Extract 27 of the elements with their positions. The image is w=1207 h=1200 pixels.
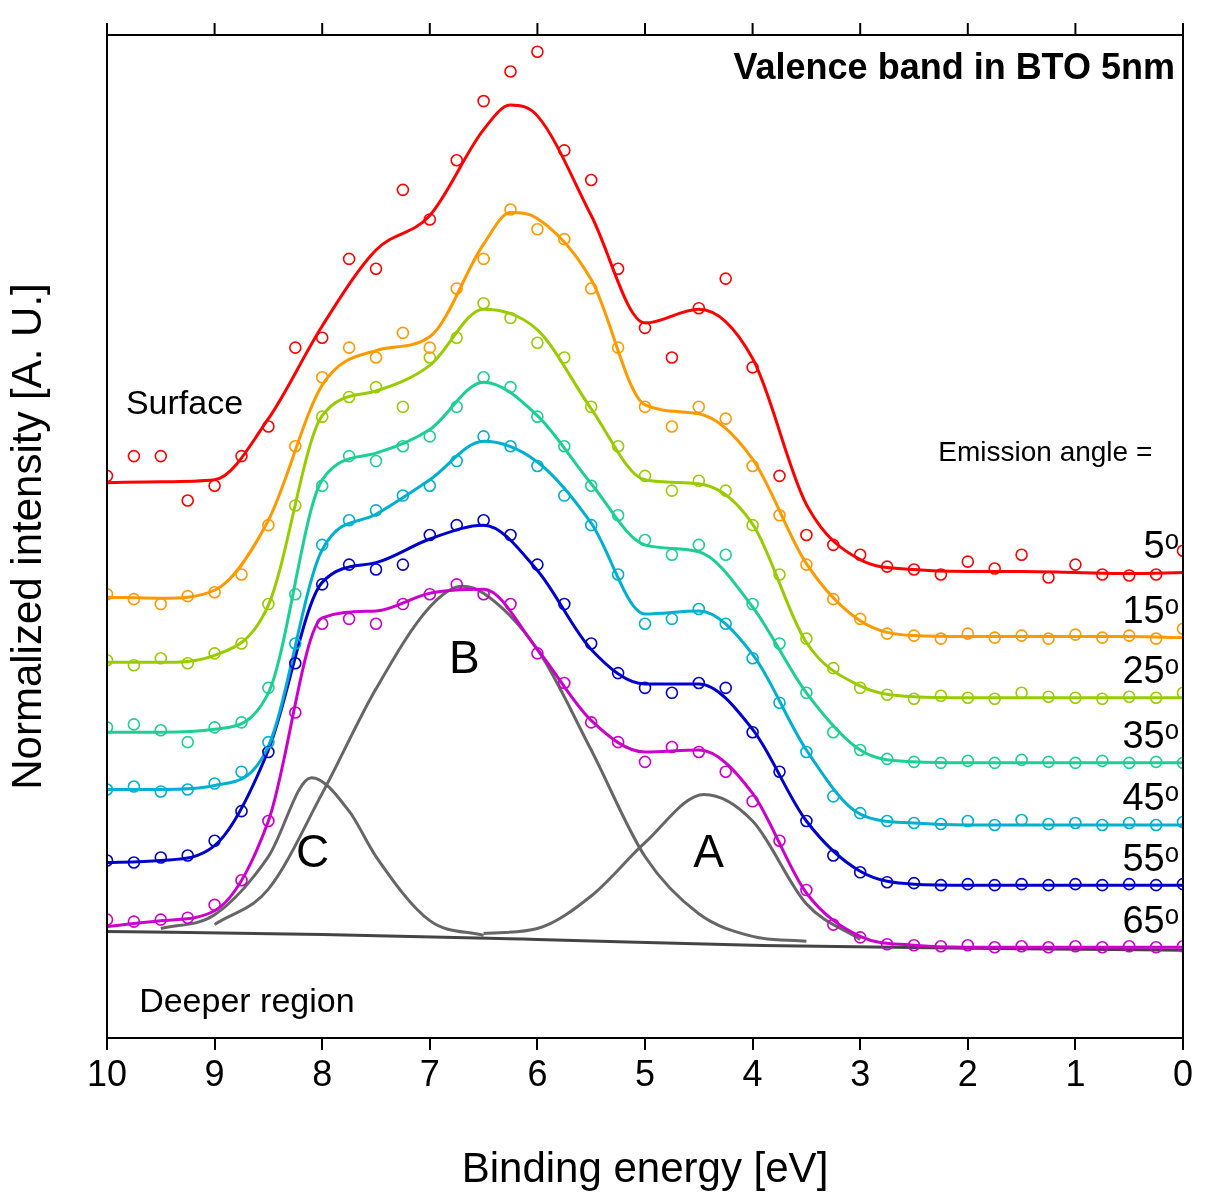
x-tick-label: 9 (204, 1052, 225, 1094)
x-tick-label: 8 (312, 1052, 333, 1094)
series-label: 45ᵒ (1122, 776, 1179, 819)
series-label: 65ᵒ (1122, 898, 1179, 941)
annotation: Emission angle = (938, 435, 1153, 467)
series-label: 15ᵒ (1122, 589, 1179, 632)
x-tick-label: 3 (850, 1052, 871, 1094)
series-label: 35ᵒ (1122, 714, 1179, 757)
x-tick-label: 4 (742, 1052, 763, 1094)
x-tick-label: 2 (957, 1052, 978, 1094)
x-tick-label: 10 (86, 1052, 128, 1094)
x-tick-label: 1 (1065, 1052, 1086, 1094)
y-axis-title: Normalized intensity [A. U.] (2, 283, 50, 790)
annotation: C (295, 825, 330, 878)
annotation: Deeper region (139, 981, 355, 1020)
chart-title: Valence band in BTO 5nm (733, 45, 1175, 87)
annotation: Surface (125, 383, 244, 422)
series-label: 5ᵒ (1143, 523, 1179, 566)
x-tick-label: 7 (419, 1052, 440, 1094)
x-tick-label: 5 (634, 1052, 656, 1094)
x-tick-label: 6 (527, 1052, 548, 1094)
series-label: 55ᵒ (1122, 836, 1179, 879)
x-axis-title: Binding energy [eV] (461, 1144, 829, 1192)
x-tick-label: 0 (1172, 1052, 1194, 1094)
annotation: A (693, 825, 725, 878)
annotation: B (448, 630, 480, 683)
series-label: 25ᵒ (1122, 649, 1179, 692)
